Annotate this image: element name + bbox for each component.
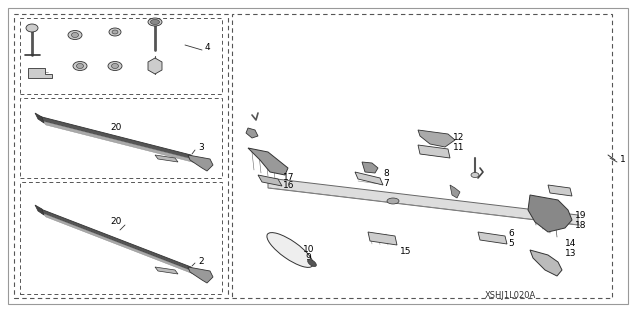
Text: 3: 3 — [198, 144, 204, 152]
Text: 10: 10 — [303, 244, 314, 254]
Polygon shape — [248, 148, 288, 175]
Text: 15: 15 — [400, 248, 412, 256]
Polygon shape — [28, 68, 52, 78]
Text: XSHJ1L020A: XSHJ1L020A — [484, 292, 536, 300]
Ellipse shape — [26, 24, 38, 32]
Polygon shape — [155, 267, 178, 274]
Bar — [20, 182, 222, 294]
Text: 20: 20 — [110, 123, 122, 132]
Polygon shape — [148, 58, 162, 74]
Bar — [14, 14, 228, 298]
Ellipse shape — [148, 18, 162, 26]
Ellipse shape — [73, 62, 87, 70]
Text: 17: 17 — [283, 173, 294, 182]
Polygon shape — [355, 172, 383, 185]
Ellipse shape — [308, 259, 316, 266]
Text: 18: 18 — [575, 220, 586, 229]
Text: 7: 7 — [383, 179, 388, 188]
Bar — [20, 98, 222, 178]
Ellipse shape — [72, 33, 79, 38]
Ellipse shape — [267, 233, 313, 267]
Ellipse shape — [111, 63, 118, 69]
Polygon shape — [38, 116, 195, 160]
Ellipse shape — [150, 19, 159, 25]
Polygon shape — [35, 205, 44, 215]
Polygon shape — [42, 121, 196, 163]
Bar — [232, 14, 612, 298]
Polygon shape — [368, 232, 397, 245]
Ellipse shape — [68, 31, 82, 40]
Text: 9: 9 — [305, 254, 311, 263]
Text: 14: 14 — [565, 240, 577, 249]
Polygon shape — [246, 128, 258, 138]
Polygon shape — [258, 175, 282, 186]
Bar — [20, 18, 222, 94]
Text: 6: 6 — [508, 229, 514, 239]
Ellipse shape — [471, 173, 479, 177]
Polygon shape — [38, 208, 195, 272]
Polygon shape — [35, 113, 44, 123]
Polygon shape — [478, 232, 507, 244]
Polygon shape — [362, 162, 378, 173]
Polygon shape — [268, 178, 578, 225]
Polygon shape — [548, 185, 572, 196]
Text: 5: 5 — [508, 239, 514, 248]
Ellipse shape — [108, 62, 122, 70]
Ellipse shape — [387, 198, 399, 204]
Ellipse shape — [112, 30, 118, 34]
Polygon shape — [528, 195, 572, 232]
Polygon shape — [188, 267, 213, 283]
Text: 8: 8 — [383, 168, 388, 177]
Polygon shape — [42, 213, 196, 275]
Text: 2: 2 — [198, 257, 204, 266]
Polygon shape — [418, 130, 455, 147]
Ellipse shape — [77, 63, 83, 69]
Text: 4: 4 — [205, 43, 211, 53]
Text: 11: 11 — [453, 144, 465, 152]
Ellipse shape — [109, 28, 121, 36]
Polygon shape — [530, 250, 562, 276]
Text: 13: 13 — [565, 249, 577, 257]
Text: 1: 1 — [620, 155, 626, 165]
Text: 19: 19 — [575, 211, 586, 220]
Polygon shape — [450, 185, 460, 198]
Polygon shape — [418, 145, 450, 158]
Text: 16: 16 — [283, 182, 294, 190]
Text: 20: 20 — [110, 218, 122, 226]
Text: 12: 12 — [453, 133, 465, 143]
Polygon shape — [155, 155, 178, 162]
Polygon shape — [188, 155, 213, 171]
